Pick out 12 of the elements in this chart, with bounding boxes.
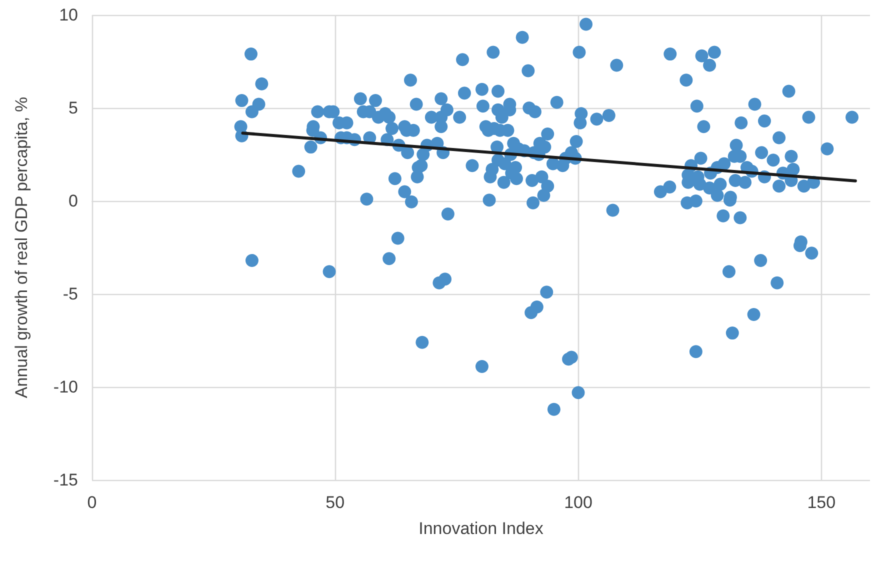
x-tick-label: 100: [564, 493, 592, 512]
x-axis-title: Innovation Index: [418, 519, 544, 538]
y-tick-label: 10: [59, 6, 78, 24]
x-tick-label: 50: [326, 493, 345, 512]
y-tick-label: -5: [62, 284, 78, 304]
x-tick-label: 150: [807, 493, 836, 512]
y-tick-label: 5: [68, 98, 78, 118]
y-axis-title: Annual growth of real GDP percapita, %: [12, 96, 31, 398]
x-tick-label: 0: [87, 493, 97, 512]
y-tick-label: -10: [53, 378, 78, 396]
y-tick-label: -15: [53, 470, 78, 490]
y-tick-label: 0: [68, 192, 78, 210]
